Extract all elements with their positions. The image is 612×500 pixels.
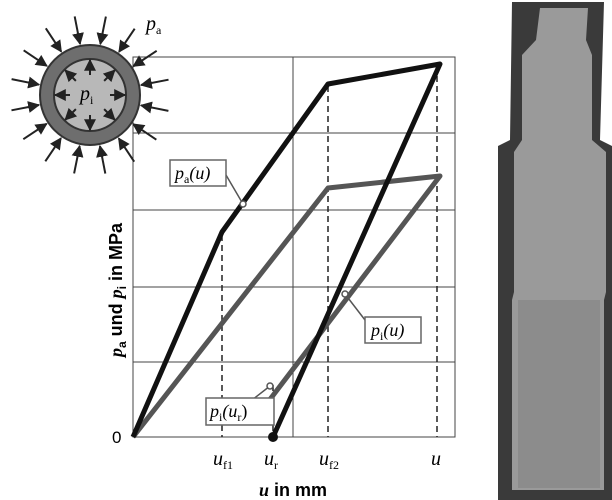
sym: p [173,163,184,183]
pressure-arrow [100,146,105,173]
arg: (u) [189,163,210,184]
x-mark: u [213,448,223,470]
pressure-arrow [12,79,39,85]
svg-text:ur: ur [264,448,278,472]
pressure-arrow [100,17,106,44]
curve-pi [133,176,440,437]
x-marks: uf1 ur uf2 u [213,448,441,472]
sym: p [144,13,156,35]
pressure-arrow [45,138,61,161]
pressure-arrow [46,28,61,51]
callout-pi: pi(u) [369,320,404,343]
figure: pa(u) pi(u) pi(ur) 0 uf1 ur uf2 u u in m… [0,0,612,500]
arg-end: ) [241,401,247,422]
outer-pressure-label: pa [144,13,162,37]
callout-pi-ur: pi(ur) [208,401,247,424]
x-mark: u [319,448,329,470]
y-sym: p [106,348,126,359]
x-sym: u [259,480,269,500]
sym: p [78,83,90,105]
specimen-photo [498,2,612,500]
svg-text:u: u [431,448,441,470]
x-mark-sub: r [274,458,278,472]
x-mark: u [264,448,274,470]
sym: p [369,320,380,340]
pressure-arrow [24,50,47,66]
svg-text:uf2: uf2 [319,448,339,472]
dashed-guides [222,66,437,437]
x-mark-sub: f1 [223,458,233,472]
x-axis-label: u in mm [259,480,327,500]
sym-sub: a [156,23,162,37]
pressure-arrow [141,105,168,111]
residual-point [268,432,278,442]
pressure-arrow [133,124,156,140]
pressure-arrow [119,29,135,52]
x-mark: u [431,448,441,470]
pressure-arrow [119,138,134,161]
pressure-arrow [141,80,168,85]
callout-pa: pa(u) [173,163,210,186]
svg-text:uf1: uf1 [213,448,233,472]
y-sym: p [106,289,126,300]
y-axis-label: pa und pi in MPa [106,222,129,359]
y-word: und [106,298,126,341]
origin-label: 0 [112,428,121,447]
grid [133,57,455,437]
x-unit: in mm [269,480,327,500]
arg: (u [222,401,237,422]
pressure-arrow [133,51,156,66]
arg: (u) [383,320,404,341]
pressure-arrow [11,105,38,110]
y-unit: in MPa [106,222,126,286]
pressure-arrow [23,124,46,139]
x-mark-sub: f2 [329,458,339,472]
pressure-arrow [75,16,80,43]
sym: p [208,401,219,421]
pressure-arrow [74,146,80,173]
